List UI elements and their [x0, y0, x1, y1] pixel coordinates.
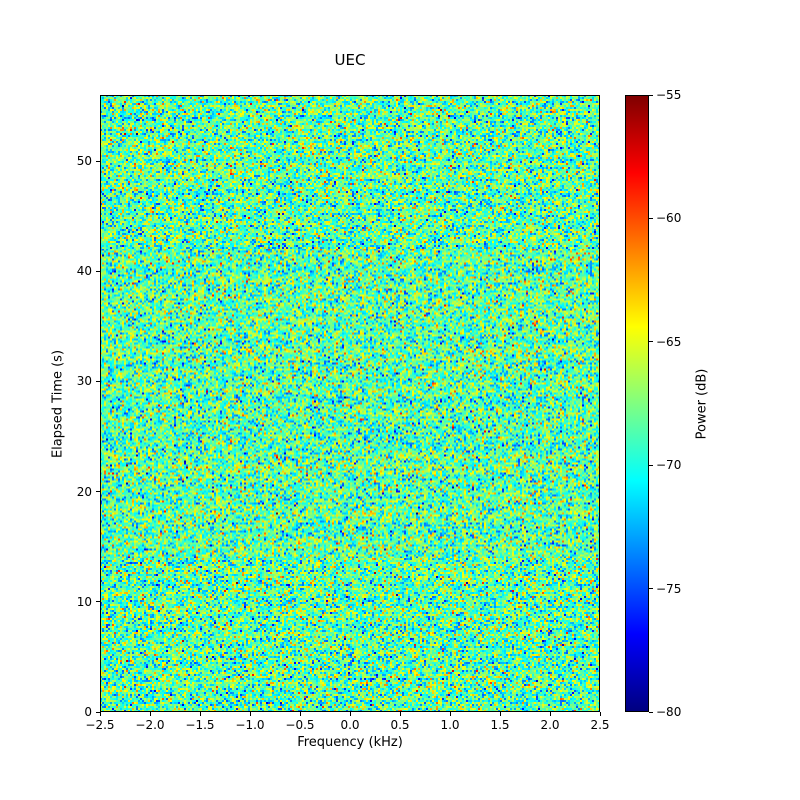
y-tick-mark	[96, 380, 100, 382]
colorbar-tick-mark	[649, 217, 653, 219]
colorbar-tick-mark	[649, 341, 653, 343]
x-tick-label: −0.5	[285, 718, 315, 732]
x-tick-label: 0.5	[390, 718, 410, 732]
x-tick-label: 2.5	[590, 718, 610, 732]
y-tick-mark	[96, 491, 100, 493]
x-tick-mark	[99, 712, 101, 716]
colorbar-tick-label: −65	[656, 334, 682, 349]
x-tick-label: 1.0	[440, 718, 460, 732]
colorbar-tick-mark	[649, 94, 653, 96]
x-tick-label: −1.5	[185, 718, 215, 732]
x-tick-label: 1.5	[490, 718, 510, 732]
colorbar-tick-label: −75	[656, 581, 682, 596]
spectrogram-canvas	[100, 95, 600, 712]
x-tick-mark	[449, 712, 451, 716]
y-tick-label: 50	[76, 154, 92, 169]
y-tick-mark	[96, 711, 100, 713]
plot-area	[100, 95, 600, 712]
x-tick-mark	[149, 712, 151, 716]
colorbar	[625, 95, 649, 712]
x-axis-label: Frequency (kHz)	[297, 735, 403, 750]
title-line-main: UEC	[334, 51, 366, 69]
colorbar-tick-label: −80	[656, 705, 682, 719]
colorbar-tick-label: −55	[656, 88, 682, 102]
y-tick-label: 30	[76, 374, 92, 389]
y-tick-label: 20	[76, 484, 92, 499]
x-tick-mark	[299, 712, 301, 716]
x-tick-mark	[499, 712, 501, 716]
colorbar-label: Power (dB)	[694, 368, 710, 440]
y-tick-mark	[96, 270, 100, 272]
x-tick-mark	[249, 712, 251, 716]
x-tick-mark	[399, 712, 401, 716]
colorbar-tick-mark	[649, 588, 653, 590]
colorbar-tick-label: −60	[656, 211, 682, 226]
y-tick-mark	[96, 601, 100, 603]
x-tick-mark	[199, 712, 201, 716]
x-tick-mark	[349, 712, 351, 716]
colorbar-tick-mark	[649, 711, 653, 713]
y-tick-mark	[96, 160, 100, 162]
colorbar-tick-mark	[649, 464, 653, 466]
x-tick-label: −2.0	[135, 718, 165, 732]
x-tick-label: −1.0	[235, 718, 265, 732]
x-tick-label: 2.0	[540, 718, 560, 732]
x-tick-mark	[599, 712, 601, 716]
y-tick-label: 40	[76, 264, 92, 279]
y-tick-label: 0	[84, 705, 92, 719]
x-tick-label: −2.5	[85, 718, 115, 732]
y-tick-label: 10	[76, 594, 92, 609]
colorbar-tick-label: −70	[656, 458, 682, 473]
x-tick-label: 0.0	[340, 718, 360, 732]
y-axis-label: Elapsed Time (s)	[50, 349, 66, 459]
x-tick-mark	[549, 712, 551, 716]
